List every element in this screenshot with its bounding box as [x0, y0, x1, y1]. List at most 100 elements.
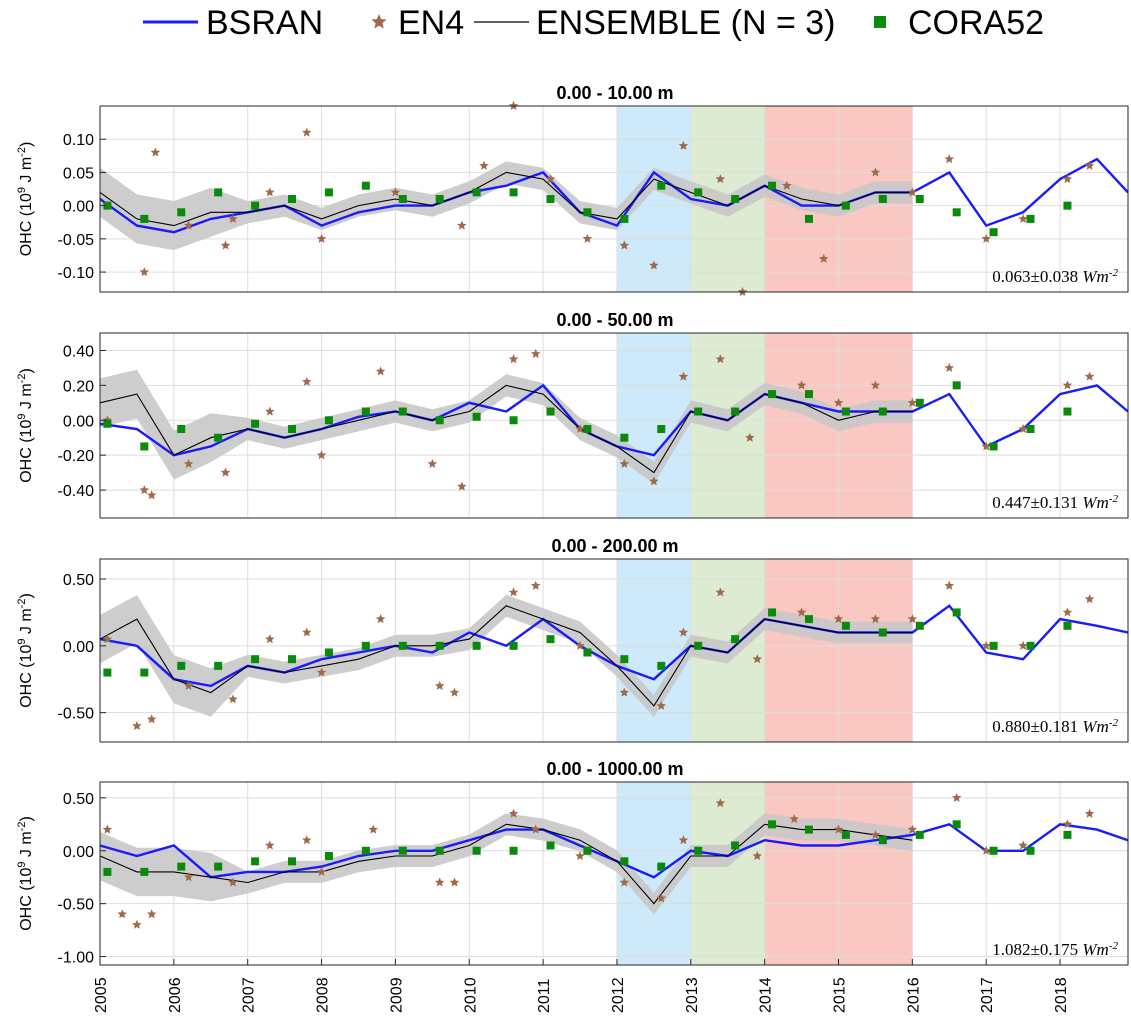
y-tick-label: -0.20 [58, 448, 95, 465]
ensemble-spread-band [100, 594, 913, 717]
data-point-en4 [228, 213, 238, 223]
data-point-cora52 [1026, 214, 1035, 223]
data-point-en4 [1084, 808, 1095, 818]
data-point-cora52 [768, 181, 777, 190]
data-point-en4 [1062, 174, 1073, 184]
y-axis-label: OHC (109 J m-2) [16, 142, 35, 257]
data-point-en4 [457, 220, 467, 230]
data-point-cora52 [620, 655, 629, 664]
legend-label: EN4 [398, 4, 464, 42]
data-point-en4 [907, 824, 918, 834]
data-point-en4 [368, 824, 378, 834]
data-point-cora52 [435, 846, 444, 855]
data-point-en4 [981, 845, 991, 855]
data-point-cora52 [361, 641, 370, 650]
data-point-cora52 [324, 416, 333, 425]
data-point-cora52 [878, 195, 887, 203]
data-point-cora52 [103, 867, 112, 876]
data-point-cora52 [804, 214, 813, 223]
data-point-en4 [870, 380, 881, 390]
data-point-cora52 [214, 661, 223, 670]
data-point-en4 [796, 380, 807, 390]
x-tick-label: 2011 [536, 978, 553, 1013]
data-point-en4 [981, 441, 991, 451]
x-tick-label: 2009 [388, 977, 405, 1013]
data-point-cora52 [915, 398, 924, 407]
panel-1: -0.10 -0.05 0.00 0.05 0.10 0.00 - 10.00 m OHC … [16, 83, 1129, 297]
data-point-cora52 [952, 208, 961, 217]
data-point-cora52 [952, 381, 961, 390]
data-point-en4 [656, 700, 667, 710]
data-point-en4 [545, 174, 556, 184]
data-point-en4 [102, 824, 113, 834]
shaded-period [690, 782, 765, 965]
data-point-en4 [678, 371, 689, 381]
data-point-cora52 [915, 621, 924, 630]
data-point-cora52 [694, 407, 703, 416]
data-point-en4 [132, 919, 142, 929]
y-tick-label: 0.20 [63, 378, 94, 395]
data-point-cora52 [878, 407, 887, 416]
panel-2: -0.40 -0.20 0.00 0.20 0.40 0.00 - 50.00 m OHC … [16, 310, 1129, 519]
legend-label: BSRAN [206, 4, 323, 42]
data-point-cora52 [103, 201, 112, 210]
data-point-en4 [870, 167, 881, 177]
data-point-cora52 [177, 208, 186, 217]
series-line-ensemble [99, 605, 913, 707]
data-point-en4 [656, 893, 667, 903]
panel-3: -0.50 0.00 0.50 0.00 - 200.00 m OHC (109 J m… [16, 536, 1129, 743]
data-point-en4 [715, 354, 726, 364]
data-point-en4 [457, 481, 467, 491]
data-point-en4 [102, 634, 113, 644]
legend-item-cora52: CORA52 [874, 4, 1044, 42]
y-tick-label: -0.40 [58, 483, 95, 500]
data-point-en4 [146, 490, 157, 500]
data-point-en4 [575, 423, 585, 434]
y-tick-label: -0.50 [58, 897, 95, 914]
data-point-en4 [678, 835, 689, 845]
data-point-en4 [619, 240, 630, 250]
data-point-cora52 [435, 416, 444, 425]
data-point-en4 [907, 614, 918, 624]
data-point-en4 [833, 397, 844, 407]
plot-area [100, 106, 1128, 292]
data-point-cora52 [1063, 830, 1072, 839]
data-point-en4 [316, 866, 327, 876]
data-point-en4 [870, 614, 881, 624]
data-point-en4 [944, 362, 955, 372]
legend-item-en4: EN4 [371, 4, 464, 42]
data-point-en4 [265, 840, 275, 850]
y-tick-label: 0.40 [63, 343, 94, 360]
data-point-cora52 [324, 852, 333, 861]
data-point-cora52 [251, 655, 260, 664]
data-point-en4 [752, 654, 763, 664]
data-point-cora52 [398, 195, 407, 203]
data-point-en4 [1018, 213, 1028, 223]
data-point-cora52 [177, 661, 186, 670]
data-point-en4 [530, 580, 541, 590]
x-tick-label: 2006 [167, 977, 184, 1013]
data-point-cora52 [251, 419, 260, 428]
data-point-en4 [316, 233, 327, 243]
data-point-cora52 [657, 424, 666, 433]
data-point-en4 [530, 824, 541, 834]
trend-annotation: 0.880±0.181 Wm-2 [992, 717, 1118, 736]
data-point-cora52 [583, 208, 592, 217]
data-point-en4 [139, 485, 150, 495]
data-point-en4 [183, 680, 194, 690]
legend-label: ENSEMBLE (N = 3) [536, 4, 835, 42]
data-point-en4 [619, 877, 630, 887]
data-point-en4 [530, 348, 541, 358]
data-point-en4 [619, 458, 630, 468]
data-point-en4 [375, 614, 386, 624]
data-point-en4 [150, 147, 161, 157]
data-point-cora52 [583, 846, 592, 855]
data-point-en4 [228, 877, 238, 887]
data-point-en4 [678, 140, 689, 150]
data-point-en4 [1018, 840, 1028, 850]
data-point-cora52 [731, 195, 740, 203]
data-point-cora52 [841, 830, 850, 839]
data-point-en4 [715, 174, 726, 184]
data-point-en4 [302, 376, 312, 386]
data-point-en4 [1084, 160, 1095, 170]
